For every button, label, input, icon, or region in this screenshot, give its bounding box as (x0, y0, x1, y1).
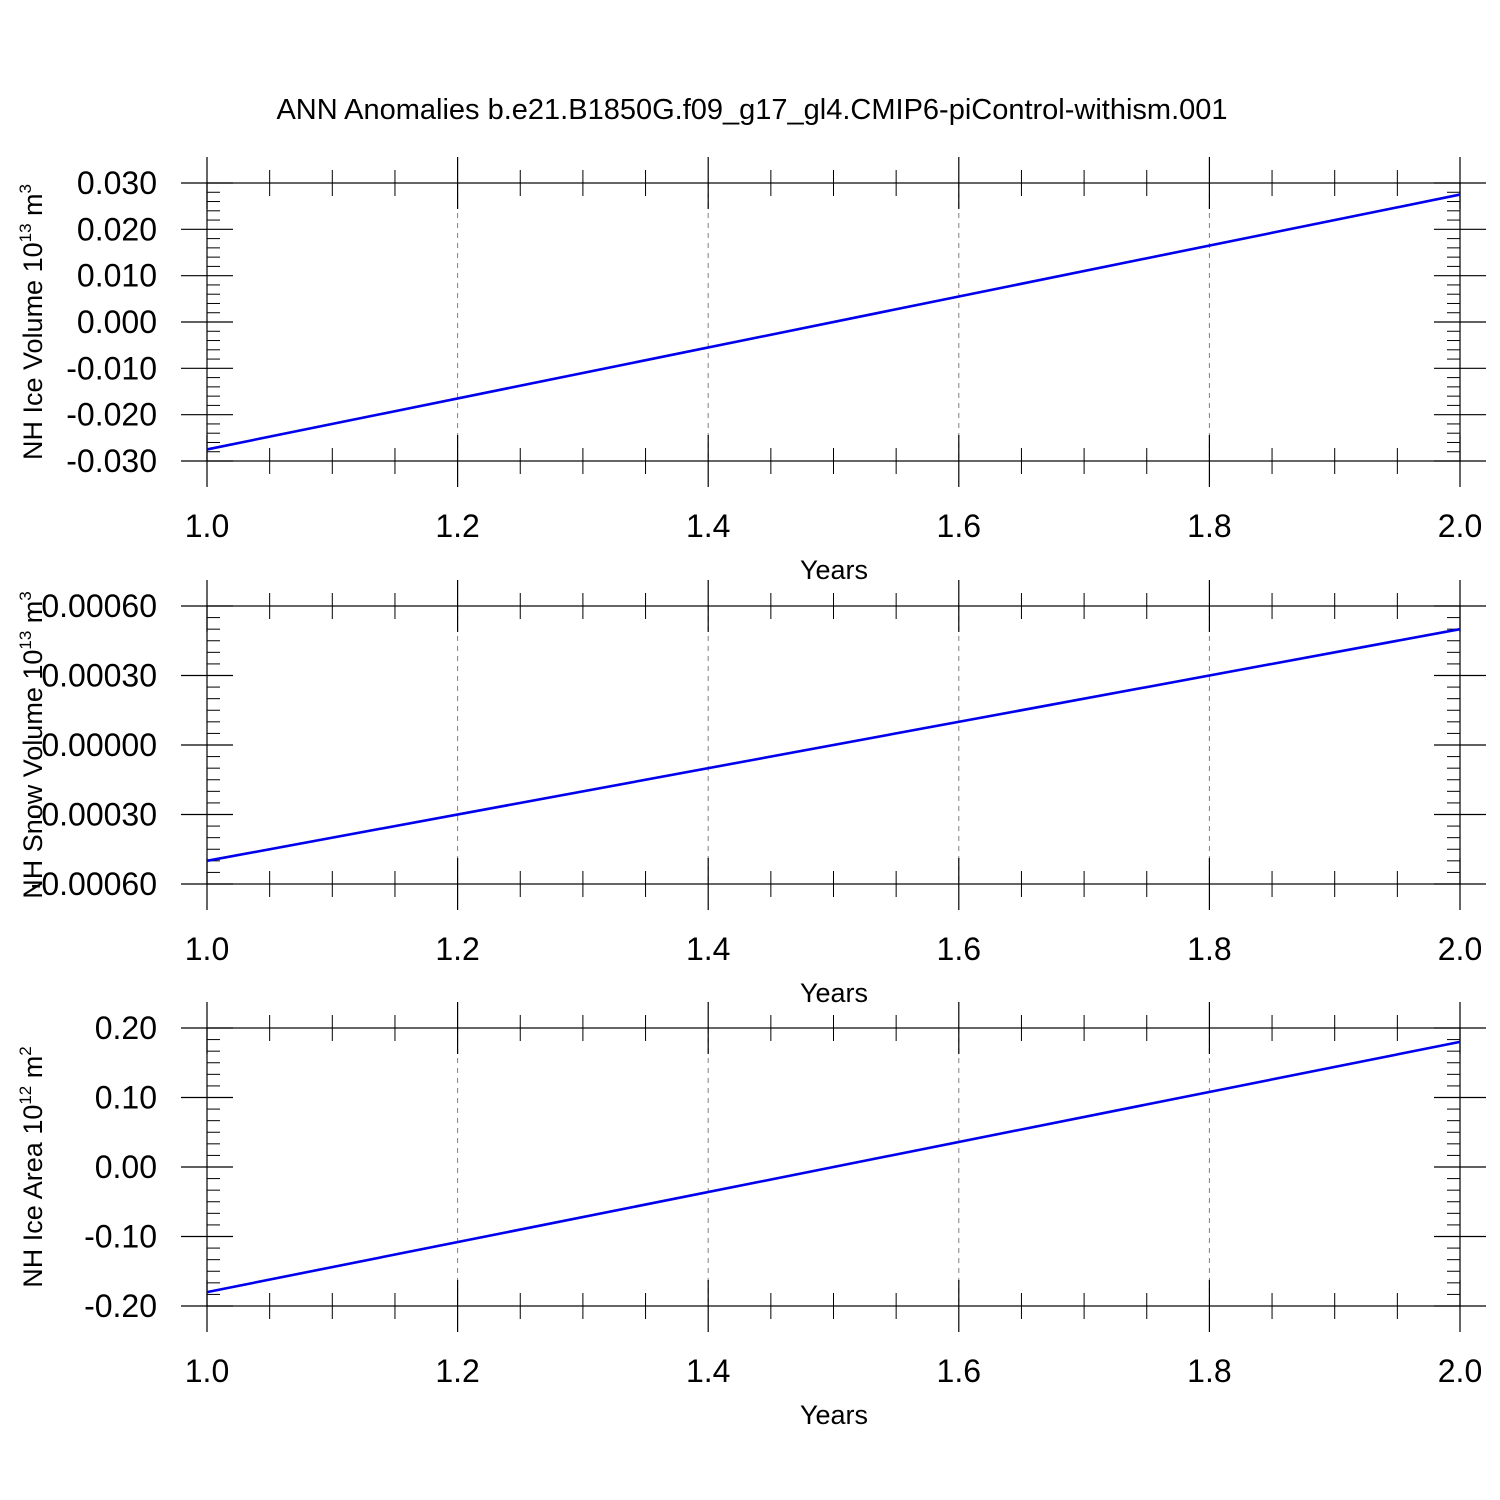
x-tick-label: 2.0 (1438, 1353, 1482, 1389)
x-tick-label: 1.6 (937, 1353, 981, 1389)
y-tick-label: -0.010 (66, 350, 157, 386)
y-axis-label: NH Ice Volume 1013 m3 (16, 184, 48, 460)
y-tick-label: 0.030 (77, 165, 157, 201)
y-tick-label: 0.00030 (41, 658, 157, 694)
x-tick-label: 1.0 (185, 508, 229, 544)
y-tick-label: 0.10 (95, 1080, 157, 1116)
x-tick-label: 1.8 (1187, 931, 1231, 967)
y-tick-label: 0.010 (77, 258, 157, 294)
chart-panel-2: -0.00060 -0.00030 0.00000 0.00030 0.00060 1.0… (16, 580, 1486, 1008)
x-tick-label: 1.4 (686, 1353, 730, 1389)
y-tick-label: 0.020 (77, 211, 157, 247)
series-line-1 (206, 627, 1461, 863)
chart-panels: -0.030 -0.020 -0.010 0.000 0.010 0.020 0.030 1.… (16, 157, 1486, 1430)
y-tick-label: 0.00000 (41, 727, 157, 763)
x-tick-label: 1.2 (435, 931, 479, 967)
x-tick-label: 1.0 (185, 1353, 229, 1389)
y-tick-label: 0.000 (77, 304, 157, 340)
y-tick-label: -0.030 (66, 443, 157, 479)
chart-panel-1: -0.030 -0.020 -0.010 0.000 0.010 0.020 0.030 1.… (16, 157, 1486, 585)
x-tick-label: 2.0 (1438, 508, 1482, 544)
y-tick-label: -0.00030 (31, 797, 157, 833)
y-axis-label: NH Snow Volume 1013 m3 (16, 591, 48, 899)
x-tick-label: 1.0 (185, 931, 229, 967)
chart-panel-3: -0.20 -0.10 0.00 0.10 0.20 1.0 1.2 1.4 1.6 1.8 2.0… (16, 1002, 1486, 1430)
y-tick-label: 0.20 (95, 1010, 157, 1046)
x-axis-label: Years (800, 1400, 868, 1430)
x-tick-label: 2.0 (1438, 931, 1482, 967)
x-tick-label: 1.8 (1187, 508, 1231, 544)
figure-title: ANN Anomalies b.e21.B1850G.f09_g17_gl4.C… (276, 94, 1227, 126)
y-tick-label: -0.020 (66, 397, 157, 433)
x-tick-label: 1.4 (686, 508, 730, 544)
y-tick-label: 0.00 (95, 1149, 157, 1185)
y-tick-label: -0.20 (84, 1288, 157, 1324)
x-tick-label: 1.8 (1187, 1353, 1231, 1389)
y-tick-label: -0.10 (84, 1219, 157, 1255)
series-line-1 (206, 1040, 1461, 1294)
x-tick-label: 1.4 (686, 931, 730, 967)
y-tick-label: -0.00060 (31, 866, 157, 902)
x-tick-label: 1.2 (435, 1353, 479, 1389)
series-line-1 (206, 193, 1461, 451)
y-axis-label: NH Ice Area 1012 m2 (16, 1046, 48, 1287)
x-axis-label: Years (800, 978, 868, 1008)
x-axis-label: Years (800, 555, 868, 585)
x-tick-label: 1.6 (937, 508, 981, 544)
x-tick-label: 1.6 (937, 931, 981, 967)
y-tick-label: 0.00060 (41, 588, 157, 624)
x-tick-label: 1.2 (435, 508, 479, 544)
